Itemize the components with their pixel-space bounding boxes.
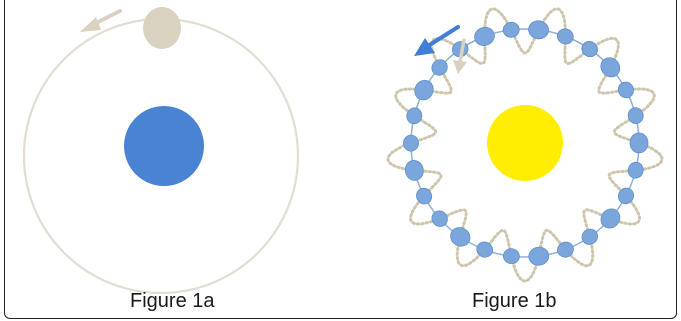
figure-1a-diagram (22, 7, 300, 295)
orbiting-body-snapshot (404, 160, 424, 181)
orbiting-body (143, 7, 181, 49)
orbiting-body-snapshot (406, 107, 423, 125)
central-body (124, 106, 204, 186)
orbiting-body-snapshot (414, 79, 434, 101)
orbiting-body-snapshot (476, 241, 494, 258)
central-star (487, 105, 563, 181)
orbiting-body-snapshot (502, 21, 520, 38)
orbiting-body-snapshot (581, 228, 599, 245)
orbiting-body-snapshot (556, 28, 574, 45)
wobble-arrow-icon (453, 38, 467, 74)
orbiting-body-snapshot (600, 208, 621, 229)
orbiting-body-snapshot (431, 59, 448, 76)
orbiting-body-positions (403, 20, 649, 266)
orbiting-body-snapshot (503, 248, 520, 265)
orbiting-body-snapshot (474, 26, 495, 46)
orbiting-body-snapshot (450, 227, 471, 247)
figure-1b-diagram (386, 7, 664, 283)
figure-1b-caption: Figure 1b (472, 290, 557, 312)
orbiting-body-snapshot (627, 107, 644, 124)
orbiting-body-snapshot (629, 132, 649, 154)
orbiting-body-snapshot (528, 246, 550, 266)
orbiting-body-snapshot (627, 161, 644, 179)
orbiting-body-snapshot (581, 41, 598, 58)
orbiting-body-snapshot (403, 134, 419, 152)
orbiting-body-snapshot (416, 187, 433, 205)
orbiting-body-snapshot (617, 81, 634, 99)
orbiting-body-snapshot (528, 20, 549, 40)
direction-arrow-icon (80, 9, 122, 32)
orbiting-body-snapshot (617, 187, 635, 205)
direction-arrow-icon (414, 25, 460, 56)
figure-1a-caption: Figure 1a (130, 290, 215, 312)
orbiting-body-snapshot (557, 241, 574, 258)
orbiting-body-snapshot (600, 57, 621, 78)
orbiting-body-snapshot (431, 210, 448, 227)
